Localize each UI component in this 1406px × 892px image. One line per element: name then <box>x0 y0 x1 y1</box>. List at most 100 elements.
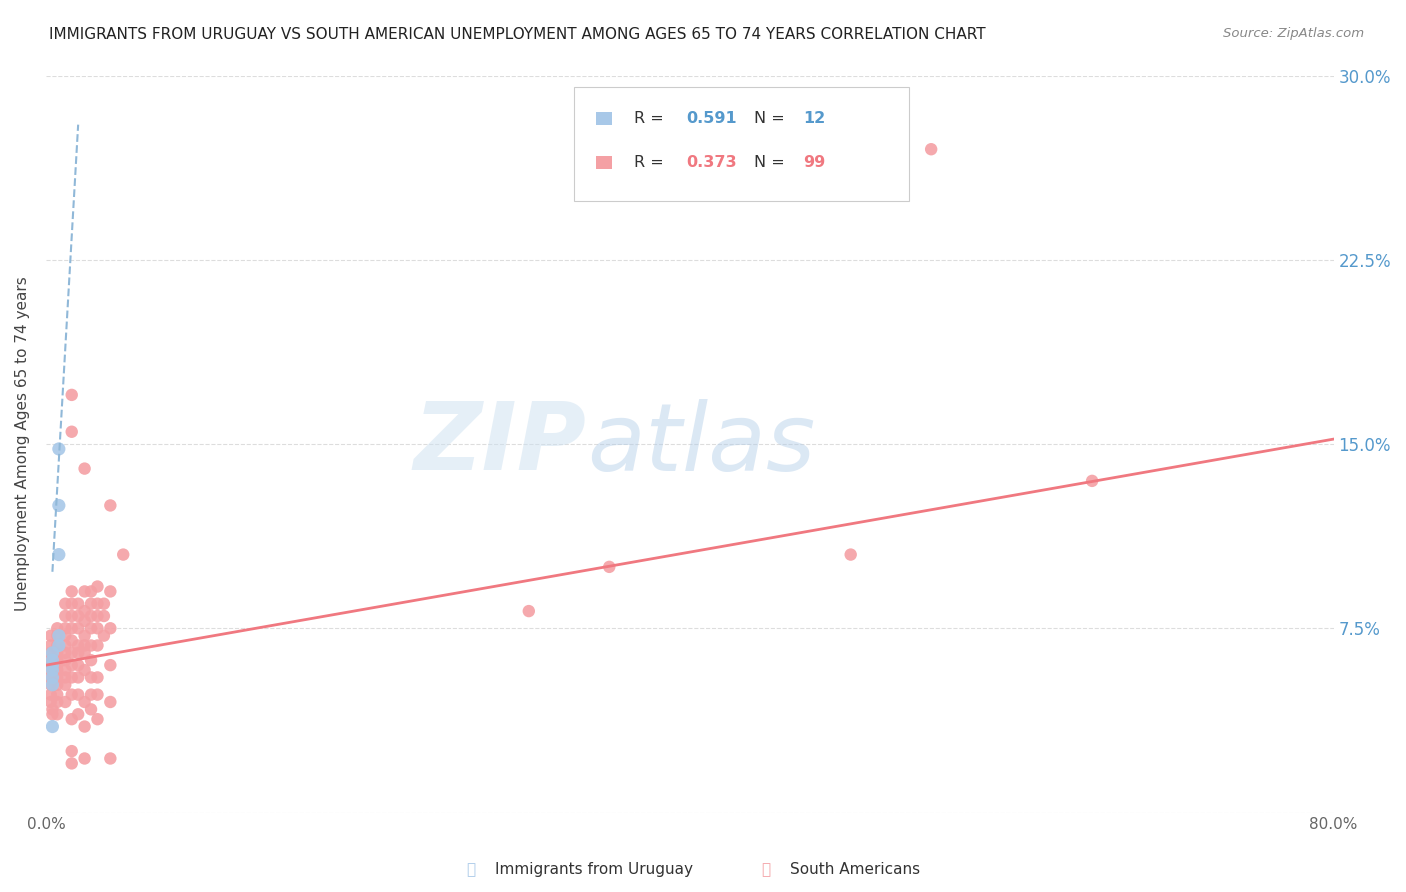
Point <box>53 678 76 692</box>
Point <box>39 658 62 673</box>
Point <box>73 584 96 599</box>
Point <box>48 629 70 643</box>
Text: ZIP: ZIP <box>413 398 586 490</box>
Point <box>86 688 108 702</box>
Point <box>60 609 83 624</box>
Point <box>67 639 90 653</box>
Point <box>46 621 69 635</box>
Y-axis label: Unemployment Among Ages 65 to 74 years: Unemployment Among Ages 65 to 74 years <box>15 277 30 611</box>
Point <box>60 670 83 684</box>
Point <box>86 712 108 726</box>
Point <box>80 702 103 716</box>
Point <box>98 584 121 599</box>
Point <box>80 621 103 635</box>
Point <box>598 559 620 574</box>
Point <box>41 646 63 660</box>
Point <box>67 670 90 684</box>
Text: 0.591: 0.591 <box>686 111 737 126</box>
Point <box>73 629 96 643</box>
Point <box>39 688 62 702</box>
Point <box>73 720 96 734</box>
Point <box>60 584 83 599</box>
Point <box>46 653 69 667</box>
Point <box>53 639 76 653</box>
Text: atlas: atlas <box>586 399 815 490</box>
Text: South Americans: South Americans <box>790 863 921 877</box>
Point <box>39 670 62 684</box>
Point <box>93 629 115 643</box>
Point <box>86 621 108 635</box>
Point <box>98 751 121 765</box>
Point <box>60 756 83 771</box>
Point <box>60 388 83 402</box>
Point <box>60 744 83 758</box>
Point <box>39 639 62 653</box>
Point <box>39 663 62 677</box>
Point <box>48 548 70 562</box>
Point <box>46 639 69 653</box>
FancyBboxPatch shape <box>596 156 612 169</box>
Point <box>46 658 69 673</box>
Point <box>80 639 103 653</box>
Text: N =: N = <box>754 111 790 126</box>
FancyBboxPatch shape <box>596 112 612 125</box>
Point <box>86 639 108 653</box>
Point <box>80 688 103 702</box>
Point <box>67 646 90 660</box>
Point <box>112 548 135 562</box>
Point <box>41 707 63 722</box>
Point <box>86 580 108 594</box>
Point <box>46 707 69 722</box>
Point <box>67 707 90 722</box>
Point <box>53 670 76 684</box>
Point <box>41 658 63 673</box>
Point <box>517 604 540 618</box>
Point <box>53 663 76 677</box>
Point <box>46 663 69 677</box>
Text: 12: 12 <box>803 111 825 126</box>
Point <box>86 597 108 611</box>
Point <box>41 670 63 684</box>
Point <box>46 678 69 692</box>
Text: 0.373: 0.373 <box>686 155 737 170</box>
Point <box>53 597 76 611</box>
Point <box>41 663 63 677</box>
Text: IMMIGRANTS FROM URUGUAY VS SOUTH AMERICAN UNEMPLOYMENT AMONG AGES 65 TO 74 YEARS: IMMIGRANTS FROM URUGUAY VS SOUTH AMERICA… <box>49 27 986 42</box>
Point <box>839 548 862 562</box>
Point <box>53 646 76 660</box>
Point <box>60 425 83 439</box>
Point <box>73 604 96 618</box>
Point <box>67 688 90 702</box>
Point <box>53 629 76 643</box>
Point <box>73 695 96 709</box>
Point <box>60 688 83 702</box>
Point <box>73 663 96 677</box>
Point <box>86 609 108 624</box>
Point <box>98 658 121 673</box>
Point <box>73 646 96 660</box>
Point <box>48 639 70 653</box>
Text: Immigrants from Uruguay: Immigrants from Uruguay <box>495 863 693 877</box>
Point <box>73 614 96 628</box>
Text: R =: R = <box>634 155 669 170</box>
Point <box>53 695 76 709</box>
Point <box>67 597 90 611</box>
Point <box>48 499 70 513</box>
Point <box>80 609 103 624</box>
Text: Source: ZipAtlas.com: Source: ZipAtlas.com <box>1223 27 1364 40</box>
Point <box>98 499 121 513</box>
Point <box>48 442 70 456</box>
Point <box>98 621 121 635</box>
Text: R =: R = <box>634 111 669 126</box>
Text: ⬛: ⬛ <box>467 863 475 877</box>
Point <box>93 609 115 624</box>
Point <box>80 653 103 667</box>
Point <box>53 609 76 624</box>
Point <box>39 678 62 692</box>
Point <box>39 629 62 643</box>
Point <box>80 670 103 684</box>
Point <box>60 646 83 660</box>
Point <box>41 678 63 692</box>
Point <box>46 629 69 643</box>
Point <box>73 461 96 475</box>
